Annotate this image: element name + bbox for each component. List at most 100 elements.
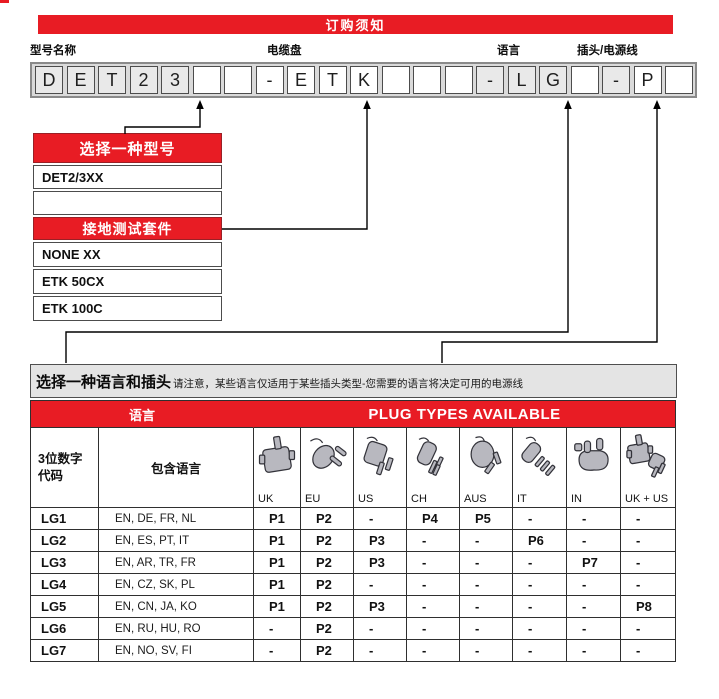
order-code-cell: D	[35, 66, 63, 94]
row-plug-value: -	[460, 530, 513, 552]
plug-column-header-eu: EU	[301, 428, 354, 508]
row-plug-value: P2	[301, 552, 354, 574]
row-plug-value: P2	[301, 596, 354, 618]
row-languages: EN, AR, TR, FR	[99, 552, 254, 574]
row-code: LG1	[31, 508, 99, 530]
plug-column-header-in: IN	[567, 428, 621, 508]
row-code: LG7	[31, 640, 99, 662]
row-languages: EN, RU, HU, RO	[99, 618, 254, 640]
ordering-title: 订购须知	[325, 18, 386, 33]
model-option-header: 选择一种型号	[33, 133, 222, 163]
row-plug-value: -	[567, 530, 621, 552]
row-plug-value: -	[513, 552, 567, 574]
order-code-cell	[444, 66, 473, 94]
row-plug-value: P1	[254, 574, 301, 596]
row-plug-value: P3	[354, 552, 407, 574]
row-plug-value: -	[567, 574, 621, 596]
plug-column-header-uk-us: UK + US	[621, 428, 676, 508]
column-header-code-line2: 代码	[38, 468, 64, 483]
aus-plug-icon	[460, 431, 512, 481]
row-plug-value: -	[621, 640, 676, 662]
row-plug-value: P5	[460, 508, 513, 530]
row-plug-value: -	[354, 640, 407, 662]
plug-column-header-aus: AUS	[460, 428, 513, 508]
row-plug-value: -	[460, 574, 513, 596]
row-plug-value: -	[621, 618, 676, 640]
language-plug-section-note: 请注意，某些语言仅适用于某些插头类型-您需要的语言将决定可用的电源线	[173, 377, 524, 390]
row-languages: EN, CZ, SK, PL	[99, 574, 254, 596]
plug-column-label: IN	[571, 493, 582, 505]
row-plug-value: -	[567, 508, 621, 530]
order-code-cell: T	[318, 66, 347, 94]
row-plug-value: -	[354, 574, 407, 596]
field-label-language: 语言	[497, 45, 520, 57]
plug-arrowhead-icon	[653, 100, 661, 109]
row-plug-value: -	[513, 596, 567, 618]
row-plug-value: P3	[354, 596, 407, 618]
row-plug-value: -	[254, 640, 301, 662]
field-label-model: 型号名称	[30, 45, 76, 57]
plug-column-header-us: US	[354, 428, 407, 508]
model-arrowhead-icon	[196, 100, 204, 109]
row-code: LG5	[31, 596, 99, 618]
plug-column-label: US	[358, 493, 374, 505]
row-plug-value: -	[513, 640, 567, 662]
row-plug-value: P1	[254, 530, 301, 552]
order-code-cell: E	[66, 66, 95, 94]
row-plug-value: -	[621, 508, 676, 530]
language-plug-section-title: 选择一种语言和插头	[36, 373, 172, 391]
us-plug-icon	[354, 431, 406, 481]
plug-column-label: AUS	[464, 493, 487, 505]
kit-box-row: NONE XX	[33, 242, 222, 267]
table-header-language: 语言	[31, 401, 254, 428]
column-header-code: 3位数字 代码	[31, 428, 99, 508]
column-header-code-line1: 3位数字	[38, 452, 83, 467]
it-plug-icon	[513, 431, 566, 481]
order-code-cell: L	[507, 66, 536, 94]
etk-arrowhead-icon	[363, 100, 371, 109]
row-code: LG2	[31, 530, 99, 552]
order-code-cell: -	[476, 66, 504, 94]
row-plug-value: -	[567, 640, 621, 662]
row-plug-value: -	[621, 574, 676, 596]
plug-column-header-uk: UK	[254, 428, 301, 508]
in-plug-icon	[567, 431, 620, 481]
order-code-cell	[665, 66, 693, 94]
plug-column-label: IT	[517, 493, 527, 505]
row-plug-value: -	[354, 618, 407, 640]
row-code: LG3	[31, 552, 99, 574]
order-code-cell: E	[287, 66, 315, 94]
etk-connector-line	[222, 103, 368, 230]
model-connector-line	[124, 103, 201, 134]
row-plug-value: P1	[254, 596, 301, 618]
row-plug-value: P3	[354, 530, 407, 552]
row-languages: EN, CN, JA, KO	[99, 596, 254, 618]
earth-test-kit-option-box: 接地测试套件 NONE XX ETK 50CX ETK 100C	[33, 217, 222, 321]
language-arrowhead-icon	[564, 100, 572, 109]
table-header-plug-types: PLUG TYPES AVAILABLE	[254, 401, 676, 428]
row-plug-value: -	[407, 552, 460, 574]
row-code: LG6	[31, 618, 99, 640]
row-languages: EN, NO, SV, FI	[99, 640, 254, 662]
ordering-title-bar: 订购须知	[38, 15, 673, 34]
row-plug-value: -	[460, 596, 513, 618]
language-plug-section-header: 选择一种语言和插头 请注意，某些语言仅适用于某些插头类型-您需要的语言将决定可用的…	[30, 364, 677, 398]
row-plug-value: -	[460, 640, 513, 662]
row-plug-value: -	[354, 508, 407, 530]
kit-box-row: ETK 50CX	[33, 269, 222, 294]
order-code-cell: T	[98, 66, 126, 94]
row-plug-value: P7	[567, 552, 621, 574]
plug-connector-line	[441, 103, 658, 363]
plug-column-header-ch: CH	[407, 428, 460, 508]
row-plug-value: -	[407, 574, 460, 596]
row-plug-value: -	[513, 574, 567, 596]
row-plug-value: -	[567, 618, 621, 640]
order-code-cell	[570, 66, 599, 94]
plug-column-label: UK	[258, 493, 274, 505]
row-plug-value: -	[567, 596, 621, 618]
row-plug-value: P8	[621, 596, 676, 618]
order-code-cell: P	[633, 66, 662, 94]
ch-plug-icon	[407, 431, 459, 481]
